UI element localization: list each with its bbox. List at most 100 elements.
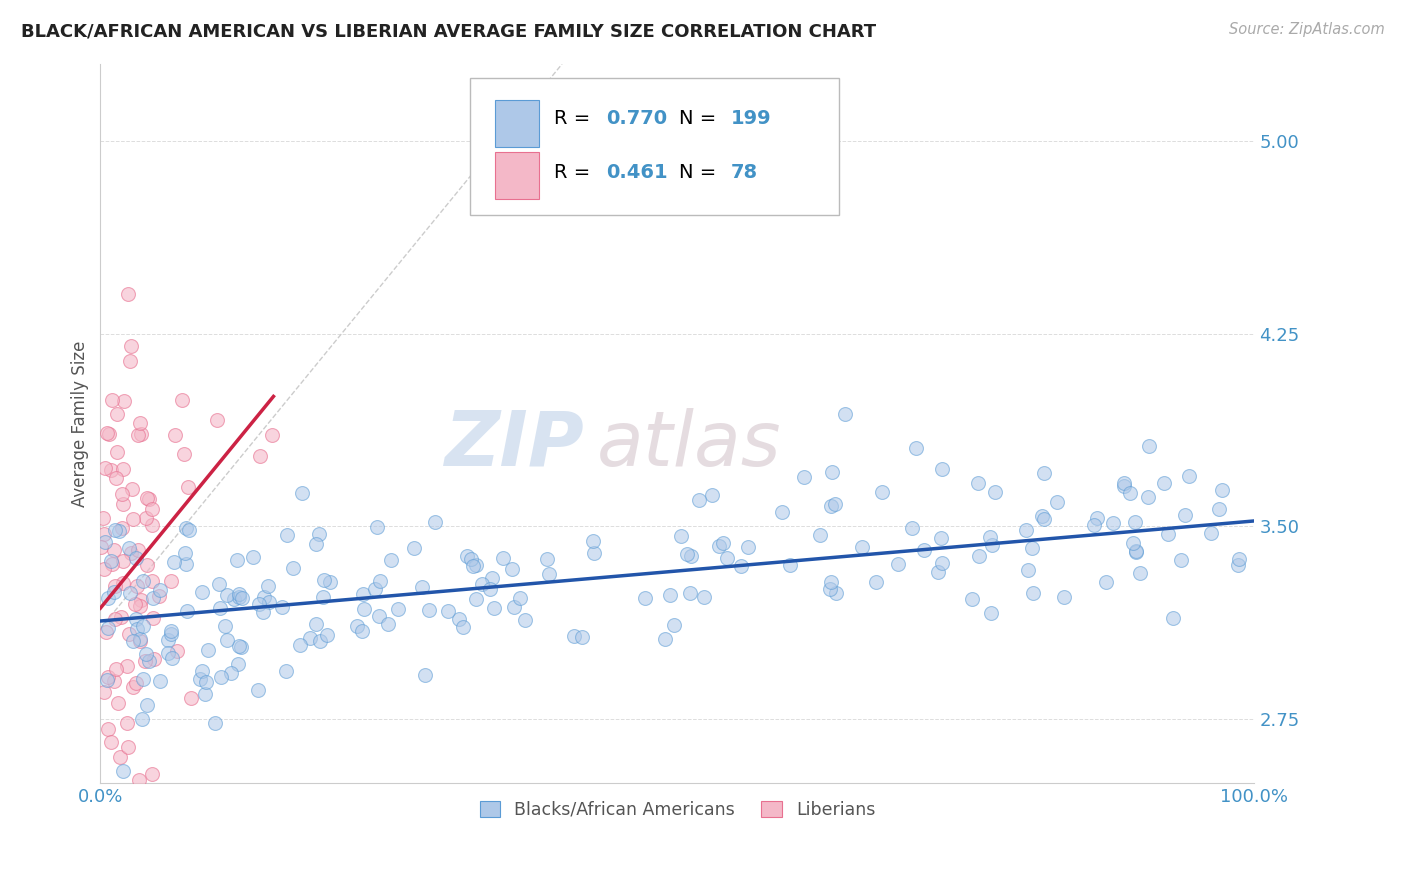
Point <box>451 620 474 634</box>
Point <box>793 469 815 483</box>
Point <box>290 638 312 652</box>
Point <box>820 575 842 590</box>
Point <box>129 634 152 648</box>
Point <box>94 624 117 639</box>
Legend: Blacks/African Americans, Liberians: Blacks/African Americans, Liberians <box>472 794 882 826</box>
Point <box>128 427 150 442</box>
Point <box>259 594 281 608</box>
Point <box>121 633 143 648</box>
Point <box>471 577 494 591</box>
Point <box>380 553 402 567</box>
Point <box>503 600 526 615</box>
Point <box>132 619 155 633</box>
Point <box>820 465 842 479</box>
Point <box>562 629 585 643</box>
Point <box>315 628 337 642</box>
Point <box>125 611 148 625</box>
Point <box>509 591 531 606</box>
Text: 0.461: 0.461 <box>606 163 668 182</box>
Point <box>1227 552 1250 566</box>
Point <box>176 557 198 571</box>
Point <box>148 589 170 603</box>
Point <box>135 511 157 525</box>
Point <box>93 527 115 541</box>
Point <box>100 735 122 749</box>
Text: N =: N = <box>679 109 723 128</box>
Point <box>141 591 163 606</box>
Point <box>112 393 135 408</box>
Point <box>91 511 114 525</box>
Point <box>205 413 228 427</box>
Point <box>418 602 440 616</box>
Point <box>136 698 159 713</box>
Point <box>929 531 952 545</box>
Point <box>117 739 139 754</box>
Point <box>1208 502 1230 516</box>
Point <box>110 749 132 764</box>
Point <box>142 611 165 625</box>
Point <box>97 591 120 606</box>
Point <box>180 691 202 706</box>
Point <box>97 670 120 684</box>
Point <box>980 539 1002 553</box>
Point <box>299 631 322 645</box>
Point <box>249 450 271 464</box>
Point <box>209 601 232 615</box>
Point <box>125 676 148 690</box>
Point <box>112 786 135 800</box>
Point <box>174 546 197 560</box>
Point <box>1211 483 1233 497</box>
Point <box>967 475 990 490</box>
Text: N =: N = <box>679 163 723 182</box>
Point <box>281 560 304 574</box>
Text: BLACK/AFRICAN AMERICAN VS LIBERIAN AVERAGE FAMILY SIZE CORRELATION CHART: BLACK/AFRICAN AMERICAN VS LIBERIAN AVERA… <box>21 22 876 40</box>
Point <box>1114 479 1136 493</box>
Point <box>94 534 117 549</box>
Point <box>138 491 160 506</box>
Point <box>1031 509 1053 524</box>
Point <box>103 543 125 558</box>
Point <box>979 606 1001 620</box>
Point <box>1083 517 1105 532</box>
Point <box>887 557 910 571</box>
Point <box>160 574 183 589</box>
Text: 78: 78 <box>731 163 758 182</box>
Point <box>304 617 326 632</box>
Point <box>228 587 250 601</box>
Point <box>131 574 153 588</box>
Point <box>141 518 163 533</box>
Point <box>141 574 163 588</box>
Point <box>156 633 179 648</box>
Point <box>927 566 949 580</box>
Point <box>1021 541 1043 556</box>
Point <box>1199 526 1222 541</box>
Point <box>808 528 831 542</box>
Text: 0.770: 0.770 <box>606 109 666 128</box>
Point <box>1033 466 1056 480</box>
Point <box>115 659 138 673</box>
Point <box>402 541 425 555</box>
Point <box>104 579 127 593</box>
Point <box>135 647 157 661</box>
Point <box>179 523 201 537</box>
Point <box>242 550 264 565</box>
Point <box>1053 591 1076 605</box>
Point <box>363 582 385 596</box>
Point <box>138 654 160 668</box>
Point <box>111 554 134 568</box>
Point <box>108 524 131 538</box>
Point <box>1123 515 1146 529</box>
Point <box>688 492 710 507</box>
Point <box>135 491 157 505</box>
Point <box>463 558 485 573</box>
Point <box>984 484 1007 499</box>
Point <box>962 592 984 607</box>
Point <box>1114 475 1136 490</box>
Point <box>716 550 738 565</box>
Point <box>464 591 486 606</box>
Point <box>779 558 801 573</box>
Point <box>931 462 953 476</box>
Point <box>214 619 236 633</box>
Point <box>149 582 172 597</box>
Point <box>481 571 503 585</box>
